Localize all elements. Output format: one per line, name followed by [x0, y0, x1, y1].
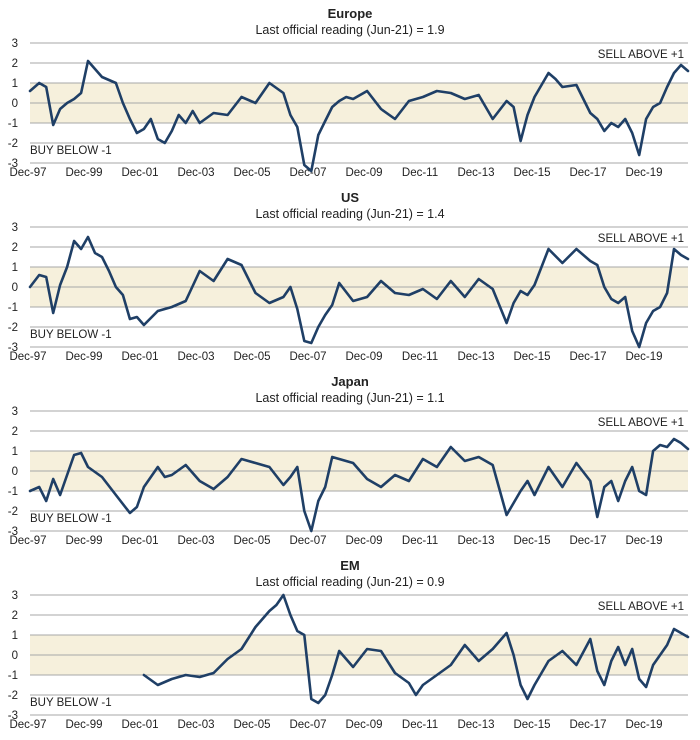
x-tick-label: Dec-09: [345, 535, 382, 547]
y-tick-label: -1: [8, 670, 18, 682]
y-tick-label: 0: [12, 650, 18, 662]
x-tick-label: Dec-09: [345, 351, 382, 363]
y-tick-label: 2: [12, 58, 18, 70]
x-tick-label: Dec-09: [345, 167, 382, 179]
y-tick-label: -2: [8, 138, 18, 150]
buy-below-label: BUY BELOW -1: [30, 329, 112, 341]
x-tick-label: Dec-13: [457, 535, 494, 547]
x-tick-label: Dec-19: [625, 351, 662, 363]
y-tick-label: 3: [12, 222, 18, 234]
x-tick-label: Dec-13: [457, 167, 494, 179]
x-tick-label: Dec-07: [289, 535, 326, 547]
sell-above-label: SELL ABOVE +1: [598, 49, 684, 61]
x-tick-label: Dec-13: [457, 351, 494, 363]
y-tick-label: 2: [12, 610, 18, 622]
y-tick-label: 2: [12, 426, 18, 438]
x-tick-label: Dec-07: [289, 167, 326, 179]
x-tick-label: Dec-13: [457, 719, 494, 731]
x-tick-label: Dec-03: [177, 167, 214, 179]
x-tick-label: Dec-15: [513, 535, 550, 547]
x-tick-label: Dec-19: [625, 719, 662, 731]
x-tick-label: Dec-09: [345, 719, 382, 731]
y-tick-label: 0: [12, 98, 18, 110]
series-line: [28, 59, 690, 173]
series-line: [142, 593, 690, 705]
y-tick-label: -3: [8, 342, 18, 354]
buy-below-label: BUY BELOW -1: [30, 513, 112, 525]
x-tick-label: Dec-01: [121, 167, 158, 179]
series-line: [28, 235, 690, 349]
series-line: [28, 437, 690, 533]
x-tick-label: Dec-05: [233, 535, 270, 547]
x-tick-label: Dec-01: [121, 535, 158, 547]
x-tick-label: Dec-01: [121, 351, 158, 363]
chart-subtitle: Last official reading (Jun-21) = 1.4: [255, 207, 444, 221]
x-tick-label: Dec-15: [513, 167, 550, 179]
x-tick-label: Dec-05: [233, 167, 270, 179]
y-tick-label: 1: [12, 78, 18, 90]
x-tick-label: Dec-17: [569, 535, 606, 547]
x-tick-label: Dec-11: [402, 719, 438, 731]
x-tick-label: Dec-05: [233, 351, 270, 363]
y-tick-label: -2: [8, 322, 18, 334]
x-tick-label: Dec-07: [289, 719, 326, 731]
sell-above-label: SELL ABOVE +1: [598, 233, 684, 245]
x-tick-label: Dec-15: [513, 719, 550, 731]
x-tick-label: Dec-99: [65, 167, 102, 179]
x-tick-label: Dec-03: [177, 535, 214, 547]
y-tick-label: -3: [8, 710, 18, 722]
y-tick-label: 3: [12, 38, 18, 50]
y-tick-label: 1: [12, 262, 18, 274]
x-tick-label: Dec-01: [121, 719, 158, 731]
y-tick-label: -1: [8, 486, 18, 498]
x-tick-label: Dec-17: [569, 351, 606, 363]
buy-below-label: BUY BELOW -1: [30, 145, 112, 157]
y-tick-label: 1: [12, 630, 18, 642]
x-tick-label: Dec-19: [625, 167, 662, 179]
x-tick-label: Dec-05: [233, 719, 270, 731]
x-tick-label: Dec-11: [402, 351, 438, 363]
x-tick-label: Dec-97: [9, 351, 46, 363]
x-tick-label: Dec-15: [513, 351, 550, 363]
y-tick-label: 0: [12, 466, 18, 478]
x-tick-label: Dec-97: [9, 535, 46, 547]
x-tick-label: Dec-03: [177, 351, 214, 363]
y-tick-label: -3: [8, 526, 18, 538]
y-tick-label: 3: [12, 590, 18, 602]
x-tick-label: Dec-11: [402, 167, 438, 179]
buy-below-label: BUY BELOW -1: [30, 697, 112, 709]
y-tick-label: 3: [12, 406, 18, 418]
x-tick-label: Dec-97: [9, 719, 46, 731]
x-tick-label: Dec-17: [569, 167, 606, 179]
y-tick-label: -2: [8, 506, 18, 518]
chart-subtitle: Last official reading (Jun-21) = 0.9: [255, 575, 444, 589]
x-tick-label: Dec-99: [65, 719, 102, 731]
x-tick-label: Dec-99: [65, 535, 102, 547]
y-tick-label: -1: [8, 302, 18, 314]
x-tick-label: Dec-03: [177, 719, 214, 731]
chart-subtitle: Last official reading (Jun-21) = 1.1: [255, 391, 444, 405]
chart-title: EM: [340, 558, 360, 573]
y-tick-label: -3: [8, 158, 18, 170]
chart-title: Europe: [328, 6, 373, 21]
y-tick-label: 2: [12, 242, 18, 254]
x-tick-label: Dec-97: [9, 167, 46, 179]
y-tick-label: -2: [8, 690, 18, 702]
chart-title: US: [341, 190, 359, 205]
x-tick-label: Dec-99: [65, 351, 102, 363]
chart-title: Japan: [331, 374, 369, 389]
chart-subtitle: Last official reading (Jun-21) = 1.9: [255, 23, 444, 37]
x-tick-label: Dec-17: [569, 719, 606, 731]
y-tick-label: 1: [12, 446, 18, 458]
x-tick-label: Dec-07: [289, 351, 326, 363]
x-tick-label: Dec-19: [625, 535, 662, 547]
sell-above-label: SELL ABOVE +1: [598, 417, 684, 429]
sell-above-label: SELL ABOVE +1: [598, 601, 684, 613]
y-tick-label: -1: [8, 118, 18, 130]
y-tick-label: 0: [12, 282, 18, 294]
x-tick-label: Dec-11: [402, 535, 438, 547]
